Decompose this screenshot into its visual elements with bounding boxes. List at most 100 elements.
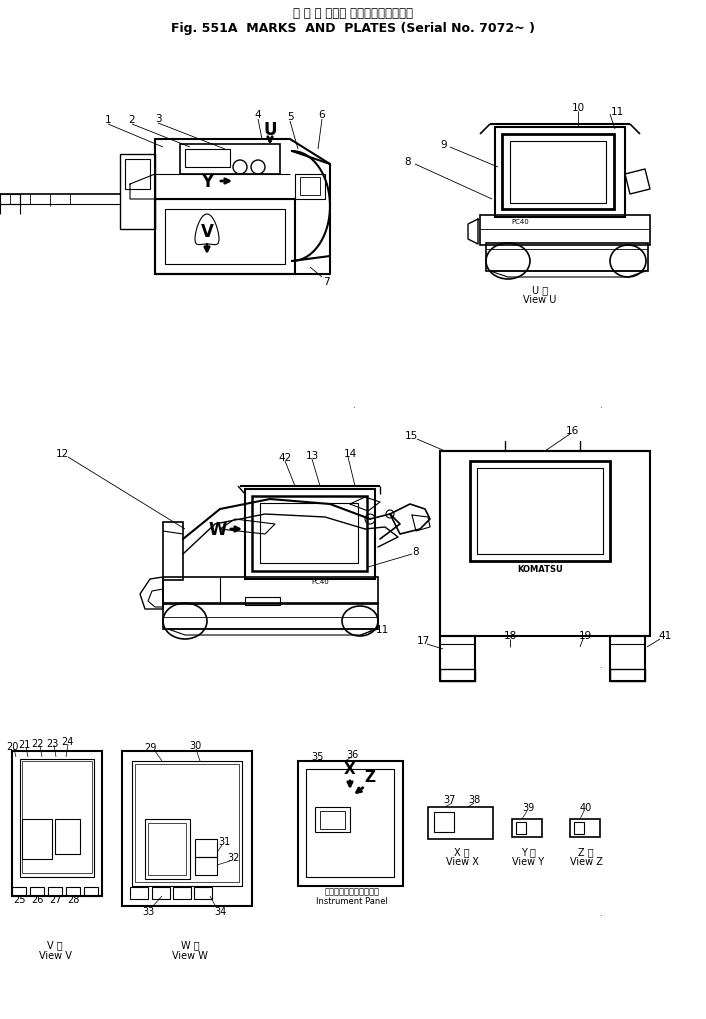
Text: KOMATSU: KOMATSU (517, 565, 563, 574)
Bar (12, 751, 102, 896)
Text: 8: 8 (413, 546, 419, 556)
Text: 42: 42 (278, 452, 292, 463)
Bar (320, 811, 345, 829)
Text: View V: View V (39, 950, 71, 960)
Text: 20: 20 (6, 741, 18, 751)
Text: 4: 4 (255, 110, 261, 120)
Bar (125, 160, 150, 190)
Text: 37: 37 (444, 794, 456, 804)
Bar (245, 489, 375, 580)
Bar (148, 823, 186, 875)
Text: 17: 17 (417, 636, 430, 645)
Bar (66, 888, 80, 896)
Bar (55, 819, 80, 854)
Text: 36: 36 (346, 749, 358, 759)
Bar (194, 888, 212, 899)
Text: Z: Z (364, 769, 376, 785)
Text: 31: 31 (218, 837, 230, 846)
Bar (295, 175, 325, 200)
Bar (512, 819, 542, 838)
Text: 3: 3 (155, 114, 161, 124)
Bar (245, 597, 280, 605)
Text: 21: 21 (18, 739, 30, 749)
Bar (132, 761, 242, 887)
Text: 26: 26 (31, 894, 43, 904)
Bar (20, 759, 94, 877)
Text: 23: 23 (46, 739, 58, 748)
Text: .: . (599, 660, 602, 669)
Text: 30: 30 (189, 740, 201, 750)
Bar (440, 451, 650, 637)
Text: 16: 16 (566, 426, 579, 435)
Bar (574, 822, 584, 835)
Text: 11: 11 (611, 107, 623, 117)
Text: 39: 39 (522, 802, 534, 812)
Bar (0, 195, 20, 205)
Text: 14: 14 (343, 448, 357, 459)
Text: .: . (599, 908, 602, 917)
Bar (195, 840, 217, 857)
Text: 8: 8 (405, 157, 412, 167)
Text: 34: 34 (214, 906, 226, 916)
Bar (163, 603, 378, 630)
Bar (440, 637, 475, 682)
Bar (30, 888, 44, 896)
Bar (130, 888, 148, 899)
Bar (480, 216, 650, 246)
Bar (502, 135, 614, 210)
Bar (440, 669, 475, 682)
Bar (610, 637, 645, 682)
Bar (300, 178, 320, 196)
Bar (163, 578, 378, 604)
Text: W 機: W 機 (181, 940, 199, 949)
Text: 10: 10 (571, 103, 585, 113)
Text: 12: 12 (55, 448, 68, 459)
Text: 15: 15 (405, 431, 418, 440)
Text: X 機: X 機 (454, 846, 469, 856)
Text: 9: 9 (441, 140, 448, 150)
Bar (163, 523, 183, 581)
Text: View U: View U (523, 294, 557, 305)
Text: 6: 6 (318, 110, 325, 120)
Bar (298, 761, 403, 887)
Text: Instrument Panel: Instrument Panel (316, 897, 388, 906)
Bar (260, 503, 358, 564)
Bar (173, 888, 191, 899)
Bar (315, 807, 350, 833)
Bar (180, 145, 280, 175)
Text: .: . (352, 447, 354, 457)
Text: Y: Y (201, 173, 213, 191)
Bar (610, 669, 645, 682)
Bar (428, 807, 493, 840)
Text: Fig. 551A  MARKS  AND  PLATES (Serial No. 7072~ ): Fig. 551A MARKS AND PLATES (Serial No. 7… (171, 21, 535, 35)
Bar (477, 469, 603, 554)
Bar (185, 150, 230, 168)
Bar (152, 888, 170, 899)
Bar (195, 857, 217, 875)
Text: 33: 33 (142, 906, 154, 916)
Text: View X: View X (445, 856, 479, 866)
Text: U: U (263, 121, 277, 139)
Text: 41: 41 (659, 631, 671, 640)
Bar (495, 127, 625, 218)
Text: 1: 1 (104, 115, 112, 125)
Bar (12, 888, 26, 896)
Bar (306, 769, 394, 877)
Text: View W: View W (172, 950, 208, 960)
Bar (434, 812, 454, 833)
Text: V 機: V 機 (47, 940, 63, 949)
Text: 27: 27 (49, 894, 61, 904)
Text: 18: 18 (503, 631, 517, 640)
Bar (155, 200, 295, 275)
Text: Y 機: Y 機 (520, 846, 535, 856)
Bar (120, 155, 155, 229)
Text: 40: 40 (580, 802, 592, 812)
Text: インスツルメントパネル: インスツルメントパネル (325, 887, 380, 896)
Text: 2: 2 (128, 115, 136, 125)
Text: 19: 19 (578, 631, 592, 640)
Bar (22, 761, 92, 873)
Bar (516, 822, 526, 835)
Text: .: . (599, 400, 602, 410)
Bar (135, 764, 239, 882)
Text: 5: 5 (287, 112, 293, 122)
